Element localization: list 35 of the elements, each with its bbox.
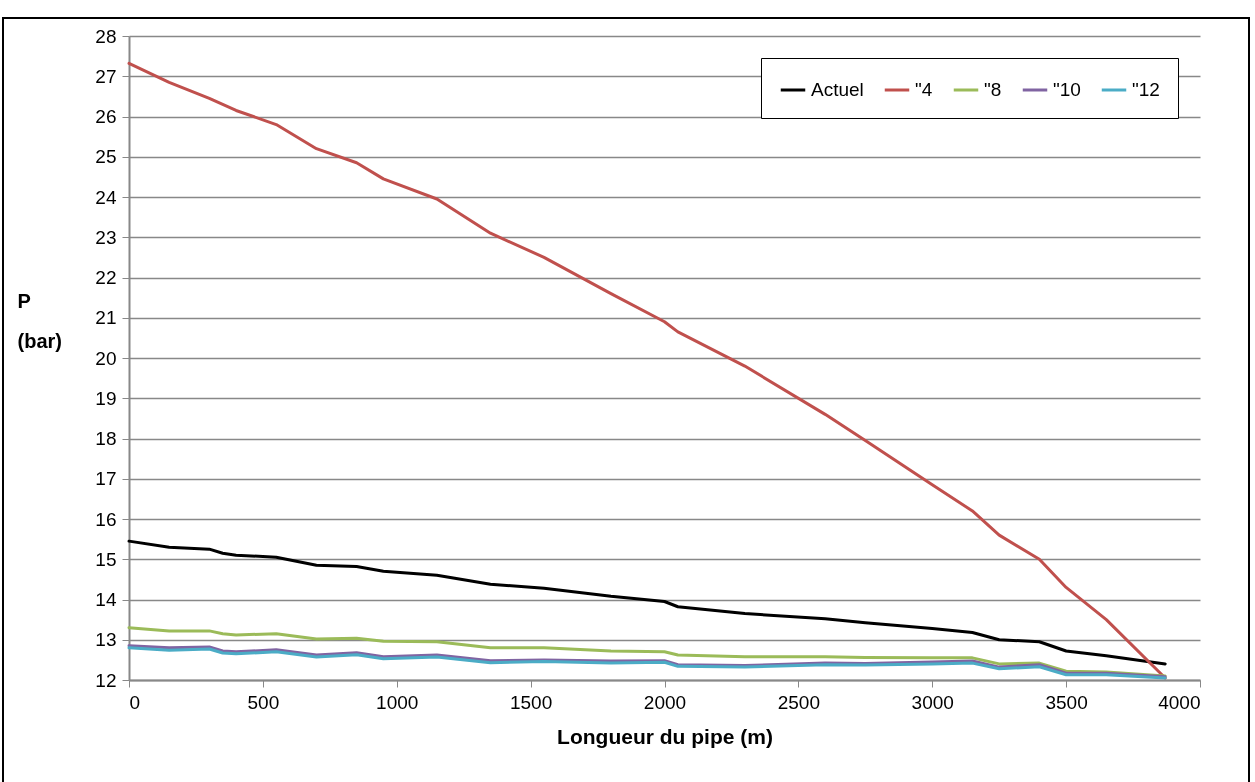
x-tick-label: 0 bbox=[129, 691, 141, 713]
line-series bbox=[127, 626, 1167, 678]
x-axis-title: Longueur du pipe (m) bbox=[557, 724, 773, 748]
y-tick-label: 28 bbox=[95, 25, 117, 47]
y-axis-title: P (bar) bbox=[17, 289, 62, 352]
y-tick-label: 12 bbox=[95, 669, 117, 691]
y-tick-label: 14 bbox=[95, 589, 117, 610]
x-tick-label: 3000 bbox=[911, 691, 954, 713]
x-tick-label: 2500 bbox=[777, 691, 821, 713]
line-series bbox=[127, 539, 1167, 666]
legend-label: "12 bbox=[1132, 79, 1160, 100]
y-tick-label: 26 bbox=[95, 106, 117, 127]
legend-label: Actuel bbox=[811, 79, 864, 100]
y-tick-label: 20 bbox=[95, 347, 117, 369]
legend-label: "4 bbox=[915, 79, 933, 100]
y-tick-label: 19 bbox=[95, 387, 117, 409]
y-tick-label: 17 bbox=[95, 468, 117, 490]
legend-label: "8 bbox=[984, 79, 1002, 100]
y-tick-label: 13 bbox=[95, 629, 117, 651]
y-tick-label: 22 bbox=[95, 267, 117, 288]
y-tick-label: 15 bbox=[95, 548, 117, 570]
y-tick-label: 24 bbox=[95, 186, 117, 208]
y-tick-label: 18 bbox=[95, 428, 117, 449]
x-tick-label: 1000 bbox=[376, 691, 419, 713]
x-tick-label: 500 bbox=[247, 691, 280, 713]
y-tick-label: 25 bbox=[95, 146, 117, 168]
y-tick-label: 27 bbox=[95, 65, 117, 87]
x-tick-label: 2000 bbox=[643, 691, 687, 713]
legend-label: "10 bbox=[1053, 79, 1081, 100]
x-tick-label: 4000 bbox=[1158, 691, 1201, 713]
y-tick-label: 21 bbox=[95, 307, 117, 329]
x-tick-label: 3500 bbox=[1045, 691, 1088, 713]
y-tick-label: 23 bbox=[95, 226, 117, 248]
y-tick-label: 16 bbox=[95, 508, 117, 530]
x-tick-label: 1500 bbox=[509, 691, 553, 713]
